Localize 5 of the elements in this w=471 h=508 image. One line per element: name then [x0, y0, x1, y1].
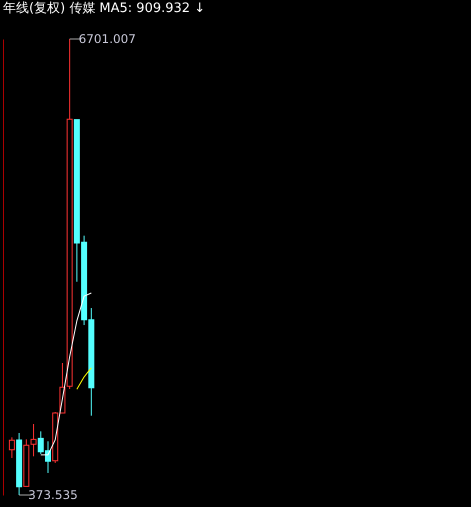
annotation: 6701.007 — [78, 32, 136, 46]
annotation: 373.535 — [28, 488, 78, 502]
chart-title: 年线(复权) 传媒 MA5: 909.932 ↓ — [3, 1, 206, 16]
candlestick — [30, 424, 37, 457]
candlestick — [8, 436, 15, 458]
